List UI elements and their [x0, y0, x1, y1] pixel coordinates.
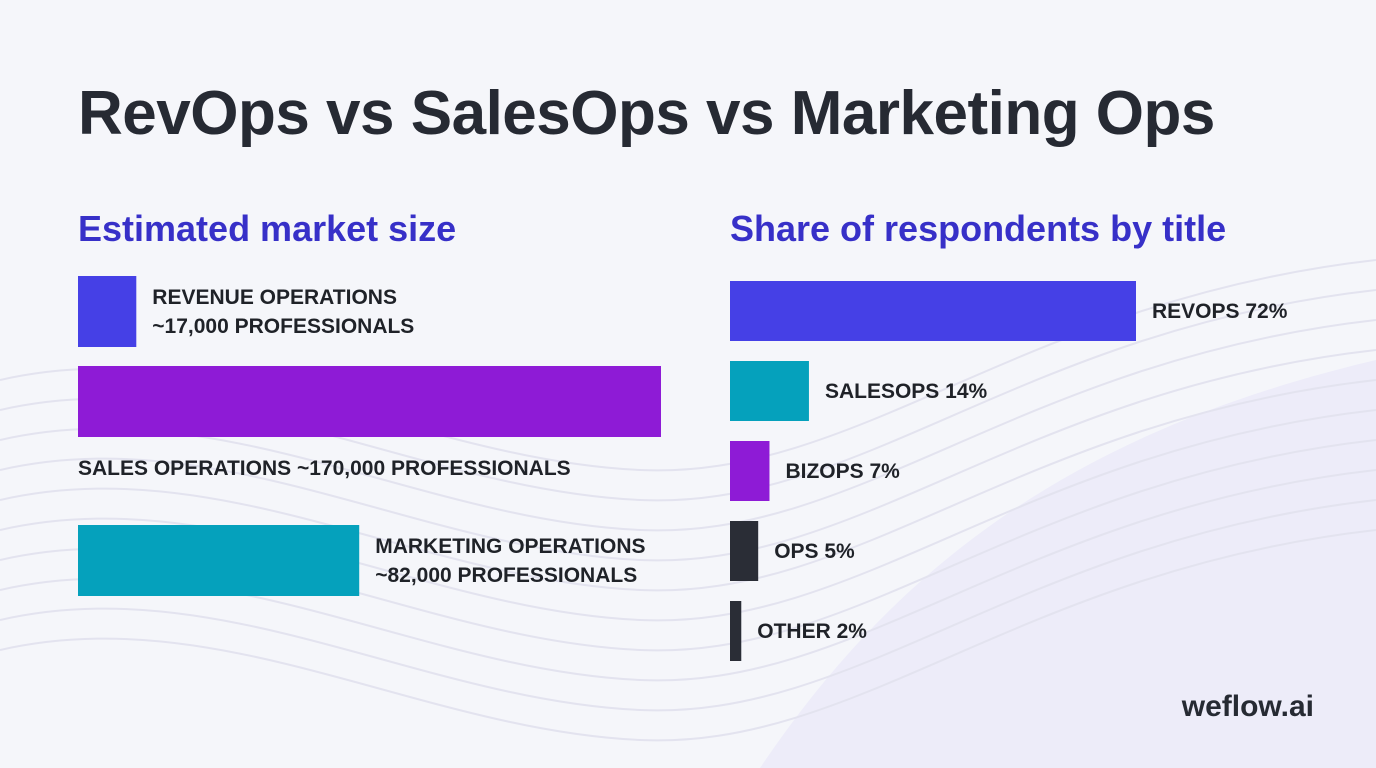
page-title: RevOps vs SalesOps vs Marketing Ops: [78, 79, 1215, 148]
market-label-sales-operations-line-1: SALES OPERATIONS ~170,000 PROFESSIONALS: [78, 457, 571, 480]
respondents-chart-title: Share of respondents by title: [730, 208, 1227, 249]
market-label-revenue-operations-line-2: ~17,000 PROFESSIONALS: [152, 315, 414, 338]
respondents-bar-bizops: [730, 441, 770, 501]
respondents-bar-other: [730, 601, 742, 661]
respondents-bar-revops: [730, 281, 1136, 341]
market-size-chart-title: Estimated market size: [78, 208, 457, 249]
market-bar-sales-operations: [78, 366, 661, 437]
market-label-marketing-operations-line-2: ~82,000 PROFESSIONALS: [375, 564, 637, 587]
respondents-bar-ops: [730, 521, 759, 581]
market-bar-marketing-operations: [78, 525, 360, 596]
market-label-revenue-operations-line-1: REVENUE OPERATIONS: [152, 286, 397, 309]
respondents-bar-salesops: [730, 361, 809, 421]
market-bar-revenue-operations: [78, 276, 137, 347]
respondents-label-ops: OPS 5%: [774, 540, 855, 563]
respondents-label-bizops: BIZOPS 7%: [785, 460, 900, 483]
respondents-label-other: OTHER 2%: [757, 620, 867, 643]
respondents-label-revops: REVOPS 72%: [1152, 300, 1288, 323]
respondents-label-salesops: SALESOPS 14%: [825, 380, 988, 403]
market-label-marketing-operations-line-1: MARKETING OPERATIONS: [375, 535, 645, 558]
brand-logo-text: weflow.ai: [1181, 690, 1314, 723]
